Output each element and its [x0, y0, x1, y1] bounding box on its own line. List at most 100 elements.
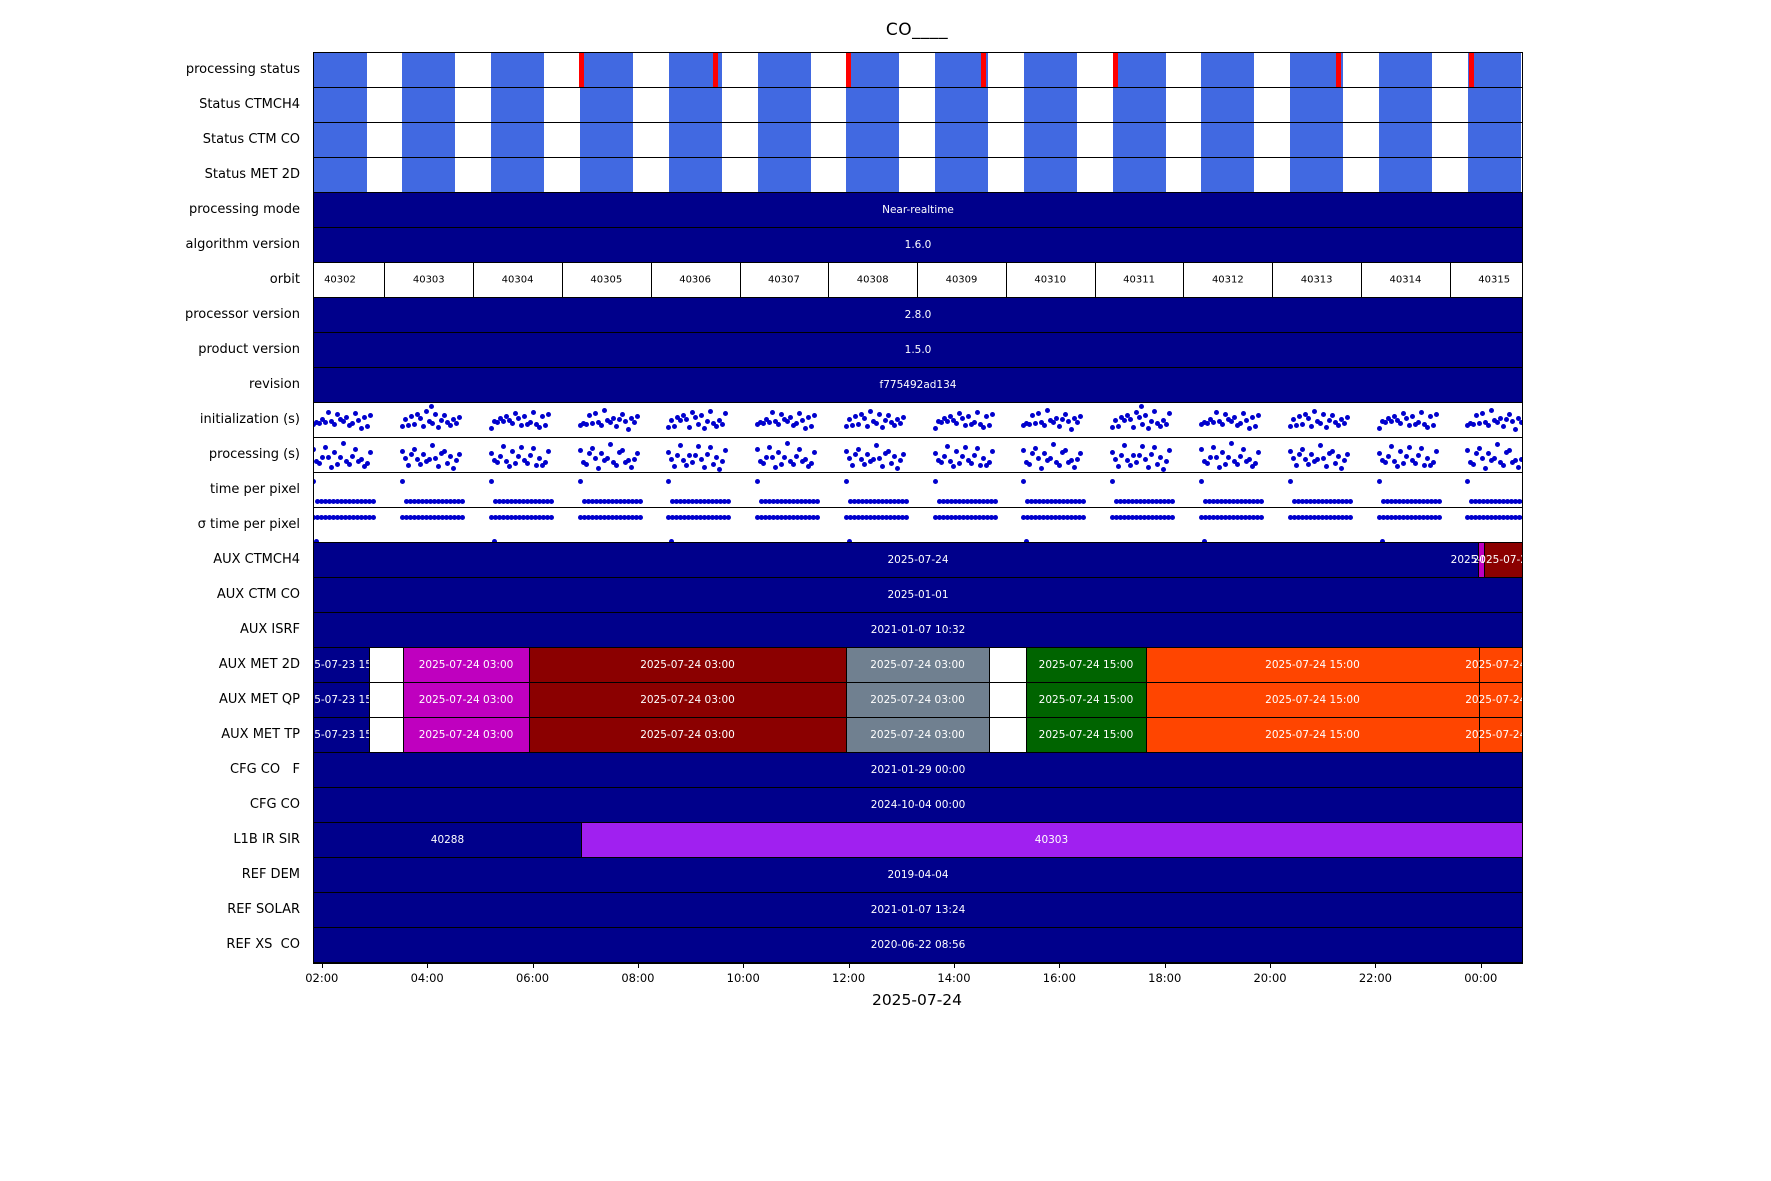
scatter-dot — [1326, 451, 1332, 456]
scatter-dot — [1404, 499, 1410, 504]
scatter-dot — [855, 515, 861, 520]
x-tick-label: 12:00 — [832, 971, 866, 985]
scatter-dot — [1388, 444, 1394, 449]
scatter-dot — [631, 457, 637, 462]
segment-label: 2025-07-24 03:00 — [640, 729, 735, 741]
scatter-dot — [593, 499, 599, 504]
scatter-dot — [496, 515, 502, 520]
scatter-dot — [694, 499, 700, 504]
x-tick-mark — [1480, 963, 1482, 968]
segment-label: 2025-07-24 15:00 — [1265, 694, 1360, 706]
status-block — [579, 88, 633, 122]
scatter-dot — [622, 419, 628, 424]
row-label-ref-dem: REF DEM — [241, 867, 300, 882]
scatter-dot — [580, 421, 586, 426]
scatter-dot — [1409, 414, 1415, 419]
scatter-dot-outlier — [846, 539, 852, 542]
scatter-dot — [609, 515, 615, 520]
row-status-ctmch4 — [314, 88, 1522, 123]
status-block — [935, 53, 989, 87]
scatter-dot — [613, 499, 619, 504]
scatter-dot — [503, 459, 509, 464]
error-mark — [1113, 53, 1119, 87]
scatter-dot — [1477, 421, 1483, 426]
status-block — [579, 123, 633, 157]
scatter-dot — [351, 499, 357, 504]
scatter-dot — [1072, 416, 1078, 421]
scatter-dot — [767, 420, 773, 425]
x-tick-mark — [637, 963, 639, 968]
bar-label: 1.5.0 — [904, 344, 932, 356]
x-tick-label: 14:00 — [937, 971, 971, 985]
x-tick-mark — [743, 963, 745, 968]
scatter-dot — [586, 413, 592, 418]
scatter-dot — [1164, 422, 1170, 427]
x-tick-mark — [321, 963, 323, 968]
scatter-dot — [1436, 499, 1442, 504]
scatter-dot — [1485, 499, 1491, 504]
bar-segment — [314, 788, 1522, 822]
scatter-dot — [1036, 456, 1042, 461]
row-status-ctm-co — [314, 123, 1522, 158]
scatter-dot — [960, 499, 966, 504]
timeline-segment — [403, 648, 529, 682]
scatter-dot — [1319, 499, 1325, 504]
scatter-dot — [876, 456, 882, 461]
scatter-dot — [980, 456, 986, 461]
row-orbit: 40302 40303 40304 40305 40306 40307 40308 40309… — [314, 263, 1522, 298]
scatter-dot — [629, 515, 635, 520]
scatter-dot — [1256, 450, 1262, 455]
scatter-dot — [1412, 422, 1418, 427]
scatter-dot — [726, 499, 732, 504]
scatter-dot — [1299, 499, 1305, 504]
scatter-dot — [882, 418, 888, 423]
scatter-dot — [883, 515, 889, 520]
scatter-dot — [332, 422, 338, 427]
scatter-dot — [1343, 499, 1349, 504]
orbit-number: 40309 — [945, 274, 978, 286]
scatter-dot — [1253, 461, 1259, 466]
scatter-dot — [714, 499, 720, 504]
scatter-dot — [351, 515, 357, 520]
scatter-dot — [708, 445, 714, 450]
scatter-dot — [1045, 408, 1051, 413]
scatter-dot — [1376, 451, 1382, 456]
scatter-dot — [1427, 414, 1433, 419]
scatter-dot — [666, 479, 672, 484]
scatter-dot — [453, 458, 459, 463]
scatter-dot — [506, 464, 512, 469]
scatter-dot — [714, 455, 720, 460]
scatter-dot — [1485, 515, 1491, 520]
scatter-dot — [1338, 417, 1344, 422]
scatter-dot — [720, 422, 726, 427]
scatter-dot — [1077, 499, 1083, 504]
scatter-dot — [809, 461, 815, 466]
scatter-dot — [1164, 459, 1170, 464]
scatter-dot — [1131, 425, 1137, 430]
scatter-dot — [675, 415, 681, 420]
status-block — [579, 53, 633, 87]
x-tick-mark — [1059, 963, 1061, 968]
scatter-dot — [1327, 515, 1333, 520]
timeline-segment — [529, 683, 846, 717]
scatter-dot — [726, 515, 732, 520]
orbit-boundary-line — [650, 263, 652, 297]
scatter-dot — [327, 499, 333, 504]
scatter-dot — [702, 465, 708, 470]
scatter-dot — [686, 515, 692, 520]
orbit-boundary-line — [1361, 263, 1363, 297]
segment-label: 2025-07-24 03:00 — [640, 659, 735, 671]
scatter-dot — [577, 423, 583, 428]
row-algorithm-version: 1.6.0 — [314, 228, 1522, 263]
orbit-boundary-line — [739, 263, 741, 297]
scatter-dot — [577, 479, 583, 484]
scatter-dot — [435, 515, 441, 520]
scatter-dot — [1504, 450, 1510, 455]
scatter-dot — [605, 499, 611, 504]
bar-segment — [314, 893, 1522, 927]
scatter-dot — [356, 418, 362, 423]
scatter-dot — [488, 479, 494, 484]
scatter-dot — [1299, 515, 1305, 520]
